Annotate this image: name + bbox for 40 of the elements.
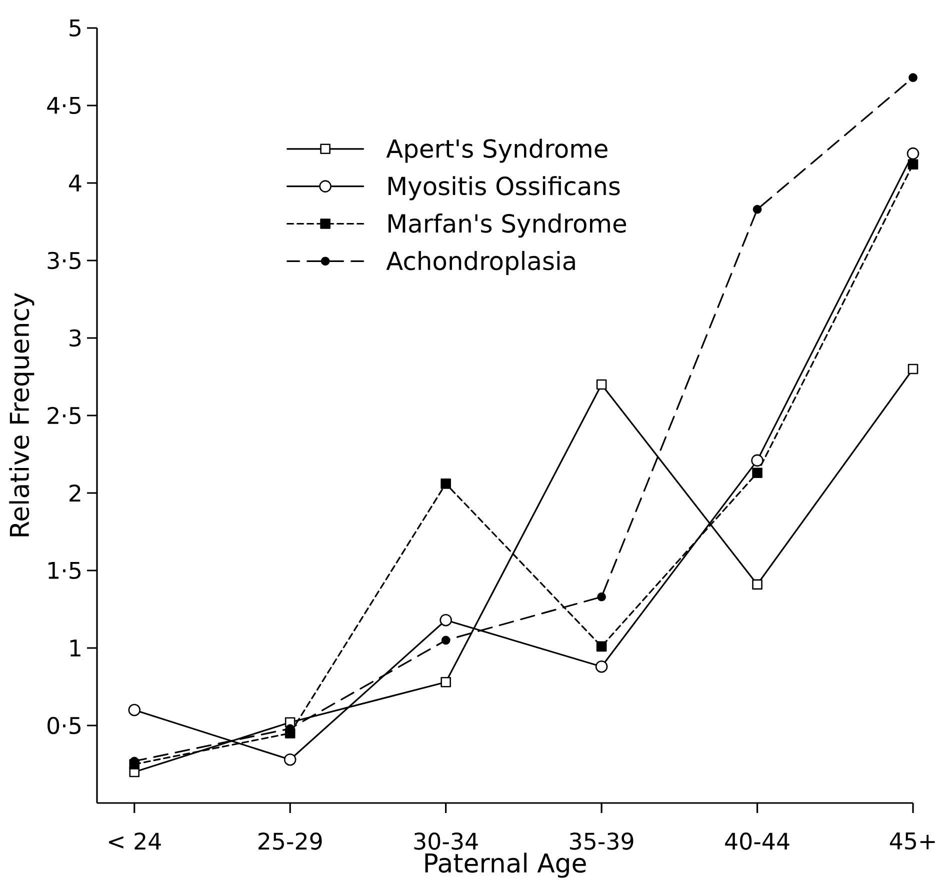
y-tick-label: 1 [70, 640, 80, 656]
y-tick-label: 1·5 [48, 562, 80, 580]
point [440, 676, 451, 688]
legend-label: Achondroplasia [386, 250, 575, 276]
x-tick-label: 30-34 [414, 832, 478, 850]
point [128, 704, 141, 716]
x-axis-title: Paternal Age [425, 852, 586, 878]
y-tick-label: 4·5 [47, 96, 80, 114]
point [906, 147, 920, 160]
x-tick-label: 25-29 [258, 832, 322, 850]
x-tick-label: 45+ [890, 832, 935, 850]
point [441, 636, 450, 645]
y-axis-title: Relative Frequency [9, 292, 34, 536]
y-tick-label: 0·5 [48, 716, 80, 734]
legend-label: Marfan's Syndrome [388, 214, 626, 238]
y-tick-label: 2 [70, 484, 80, 502]
point [908, 73, 918, 82]
point [596, 379, 607, 390]
y-tick-label: 3 [70, 329, 81, 347]
legend-label: Myositis Ossificans [388, 176, 620, 200]
x-tick-label: 40-44 [725, 832, 790, 850]
x-tick-label: 35-39 [570, 832, 634, 850]
point [595, 660, 608, 673]
point [597, 592, 606, 602]
point [752, 468, 762, 478]
point [284, 753, 296, 766]
point [440, 614, 452, 626]
y-tick-label: 3·5 [48, 252, 80, 270]
point [752, 204, 762, 214]
y-tick-label: 2·5 [48, 406, 80, 424]
legend-label: Apert's Syndrome [386, 138, 608, 163]
point [751, 454, 764, 467]
point [596, 641, 607, 652]
x-tick-label: < 24 [108, 832, 161, 850]
y-tick-label: 5 [70, 19, 80, 37]
point [440, 478, 451, 489]
y-tick-label: 4 [69, 174, 82, 192]
point [908, 364, 918, 374]
point [908, 159, 918, 170]
point [752, 579, 762, 590]
